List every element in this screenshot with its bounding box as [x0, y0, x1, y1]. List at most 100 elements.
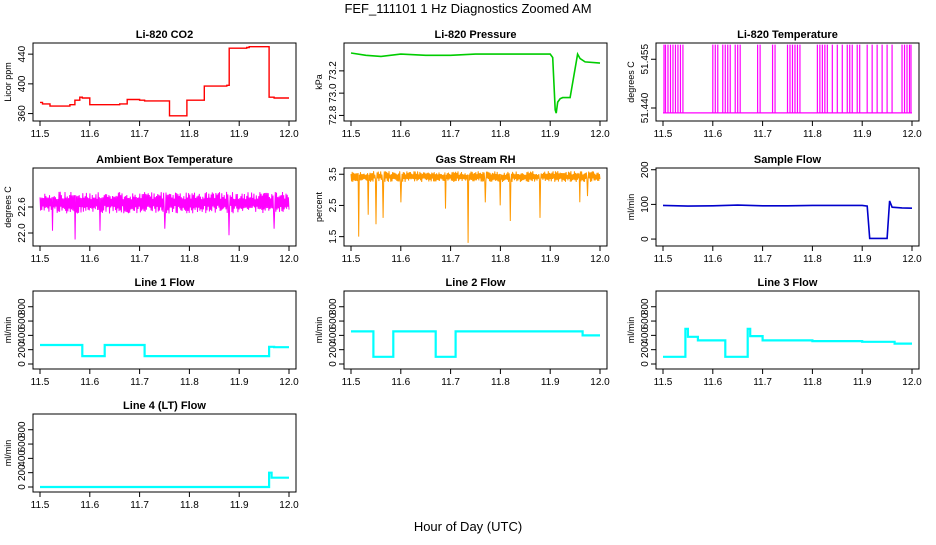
- series-line: [350, 171, 601, 243]
- x-tick-label: 11.9: [541, 377, 560, 388]
- y-tick-label: 22.6: [17, 197, 28, 217]
- x-tick-label: 12.0: [279, 254, 299, 265]
- y-tick-label: 200: [640, 341, 651, 358]
- y-tick-label: 200: [17, 464, 28, 481]
- x-tick-label: 11.7: [441, 129, 460, 140]
- x-tick-label: 12.0: [590, 129, 610, 140]
- x-tick-label: 11.5: [31, 377, 50, 388]
- panel-title: Line 4 (LT) Flow: [123, 400, 206, 412]
- x-tick-label: 11.6: [391, 377, 410, 388]
- y-tick-label: 73.2: [328, 61, 339, 81]
- series-line: [40, 46, 289, 117]
- y-tick-label: 22.0: [17, 223, 28, 243]
- x-tick-label: 11.6: [703, 377, 722, 388]
- y-axis-label: Licor ppm: [3, 62, 13, 102]
- x-tick-label: 11.9: [853, 377, 872, 388]
- y-tick-label: 800: [640, 298, 651, 315]
- y-tick-label: 0: [640, 361, 651, 367]
- x-tick-label: 12.0: [902, 129, 922, 140]
- y-axis-label: percent: [314, 191, 324, 222]
- panel-title: Li-820 Temperature: [737, 29, 838, 41]
- x-tick-label: 11.7: [130, 129, 149, 140]
- y-axis-label: ml/min: [626, 194, 636, 221]
- panel-1: Li-820 CO2 11.5 11.6 11.7 11.8 11.9 12.0 360 400…: [3, 29, 299, 140]
- x-tick-label: 11.9: [853, 129, 872, 140]
- series-line: [39, 191, 290, 240]
- x-tick-label: 11.6: [391, 129, 410, 140]
- panel-7: Line 1 Flow 11.5 11.6 11.7 11.8 11.9 12.0 0 2004…: [3, 277, 299, 388]
- panel-10: Line 4 (LT) Flow 11.5 11.6 11.7 11.8 11.9 12.0…: [3, 400, 299, 511]
- series-line: [40, 343, 289, 358]
- y-axis-label: degrees C: [626, 61, 636, 103]
- x-tick-label: 11.5: [654, 129, 673, 140]
- x-tick-label: 11.6: [703, 129, 722, 140]
- series-group: [350, 171, 601, 243]
- x-tick-label: 11.5: [342, 254, 361, 265]
- panel-title: Line 2 Flow: [446, 277, 506, 289]
- y-tick-label: 400: [17, 450, 28, 467]
- x-tick-label: 11.8: [180, 129, 199, 140]
- y-tick-label: 0: [328, 361, 339, 367]
- x-tick-label: 11.8: [491, 254, 510, 265]
- x-tick-label: 12.0: [279, 500, 299, 511]
- x-tick-label: 11.7: [130, 377, 149, 388]
- y-tick-label: 800: [17, 298, 28, 315]
- x-tick-label: 11.7: [753, 129, 772, 140]
- y-tick-label: 3.5: [328, 167, 339, 181]
- y-tick-label: 440: [17, 45, 28, 62]
- x-tick-label: 12.0: [902, 377, 922, 388]
- y-tick-label: 0: [640, 236, 651, 242]
- plot-frame: [32, 42, 297, 122]
- x-tick-label: 11.9: [853, 254, 872, 265]
- x-tick-label: 11.5: [31, 254, 50, 265]
- y-tick-label: 2.5: [328, 198, 339, 212]
- panel-5: Gas Stream RH 11.5 11.6 11.7 11.8 11.9 12.0 1.5…: [314, 154, 610, 265]
- x-tick-label: 11.8: [180, 377, 199, 388]
- y-tick-label: 0: [17, 361, 28, 367]
- x-tick-label: 11.6: [80, 500, 99, 511]
- x-tick-label: 12.0: [279, 377, 299, 388]
- x-tick-label: 11.7: [130, 254, 149, 265]
- series-group: [39, 191, 290, 240]
- y-tick-label: 600: [328, 312, 339, 329]
- x-tick-label: 12.0: [902, 254, 922, 265]
- x-tick-label: 11.9: [541, 129, 560, 140]
- series-group: [663, 44, 912, 114]
- series-line: [40, 471, 289, 489]
- plot-frame: [655, 42, 920, 122]
- x-tick-label: 11.7: [130, 500, 149, 511]
- y-axis-label: degrees C: [3, 186, 13, 228]
- panel-4: Ambient Box Temperature 11.5 11.6 11.7 11.8 1…: [3, 154, 299, 265]
- y-tick-label: 800: [328, 298, 339, 315]
- panel-title: Li-820 CO2: [136, 29, 193, 41]
- x-tick-label: 11.6: [80, 129, 99, 140]
- figure-title: FEF_111101 1 Hz Diagnostics Zoomed AM: [344, 1, 591, 16]
- panel-title: Gas Stream RH: [435, 154, 515, 166]
- panel-title: Line 1 Flow: [135, 277, 195, 289]
- series-group: [40, 471, 289, 489]
- x-tick-label: 11.8: [803, 377, 822, 388]
- plot-frame: [343, 167, 608, 247]
- plot-frame: [32, 290, 297, 370]
- x-tick-label: 12.0: [590, 254, 610, 265]
- y-tick-label: 600: [17, 435, 28, 452]
- x-tick-label: 11.6: [80, 254, 99, 265]
- y-tick-label: 360: [17, 105, 28, 122]
- x-axis-label: Hour of Day (UTC): [414, 519, 522, 534]
- y-tick-label: 72.8: [328, 105, 339, 125]
- y-axis-label: ml/min: [314, 317, 324, 344]
- x-tick-label: 11.9: [230, 129, 249, 140]
- panel-title: Ambient Box Temperature: [96, 154, 233, 166]
- panel-9: Line 3 Flow 11.5 11.6 11.7 11.8 11.9 12.0 0 2004…: [626, 277, 922, 388]
- panel-title: Sample Flow: [754, 154, 822, 166]
- plot-frame: [343, 290, 608, 370]
- panel-title: Li-820 Pressure: [435, 29, 517, 41]
- y-tick-label: 800: [17, 421, 28, 438]
- x-tick-label: 11.5: [654, 377, 673, 388]
- x-tick-label: 11.8: [491, 129, 510, 140]
- x-tick-label: 11.5: [342, 129, 361, 140]
- y-tick-label: 73.0: [328, 83, 339, 103]
- y-axis-label: kPa: [314, 74, 324, 90]
- y-tick-label: 400: [17, 75, 28, 92]
- y-tick-label: 200: [640, 161, 651, 178]
